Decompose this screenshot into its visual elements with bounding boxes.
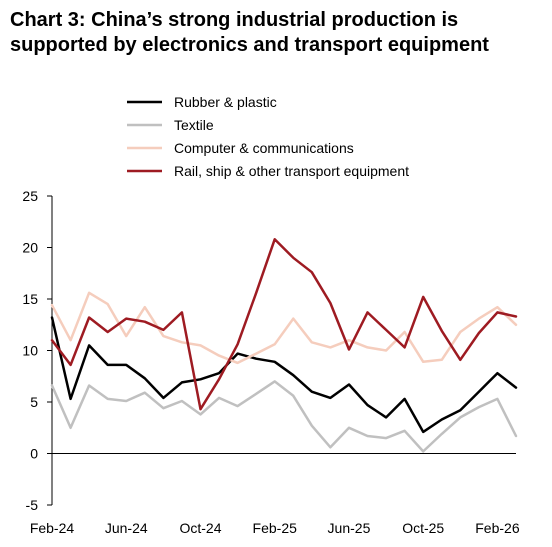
- chart-axes: [47, 195, 516, 506]
- y-tick-label: 10: [22, 343, 38, 359]
- y-tick-label: 0: [30, 446, 38, 462]
- x-tick-label: Oct-25: [402, 520, 444, 536]
- y-tick-label: 15: [22, 291, 38, 307]
- y-tick-label: 5: [30, 394, 38, 410]
- tick-labels: -5 0 5 10 15 20 25 Feb-24 Jun-24 Oct-24 Feb-25 Jun-…: [22, 188, 519, 536]
- legend: Rubber & plastic Textile Computer & commun…: [127, 94, 409, 179]
- series-line-1: [50, 316, 518, 434]
- y-tick-label: -5: [26, 497, 39, 513]
- legend-label: Rubber & plastic: [174, 94, 277, 110]
- x-tick-label: Feb-25: [253, 520, 298, 536]
- series-line-3: [50, 291, 518, 365]
- chart-title: Chart 3: China’s strong industrial produ…: [10, 9, 489, 56]
- y-tick-label: 20: [22, 240, 38, 256]
- x-tick-label: Jun-25: [328, 520, 371, 536]
- x-tick-label: Feb-24: [30, 520, 75, 536]
- y-tick-label: 25: [22, 188, 38, 204]
- legend-label: Textile: [174, 117, 214, 133]
- x-tick-label: Feb-26: [475, 520, 520, 536]
- series-line-4: [50, 238, 518, 411]
- x-tick-label: Jun-24: [105, 520, 148, 536]
- series-layer: [50, 238, 518, 453]
- legend-label: Rail, ship & other transport equipment: [174, 163, 409, 179]
- legend-label: Computer & communications: [174, 140, 354, 156]
- x-tick-label: Oct-24: [179, 520, 221, 536]
- series-line-2: [50, 380, 518, 453]
